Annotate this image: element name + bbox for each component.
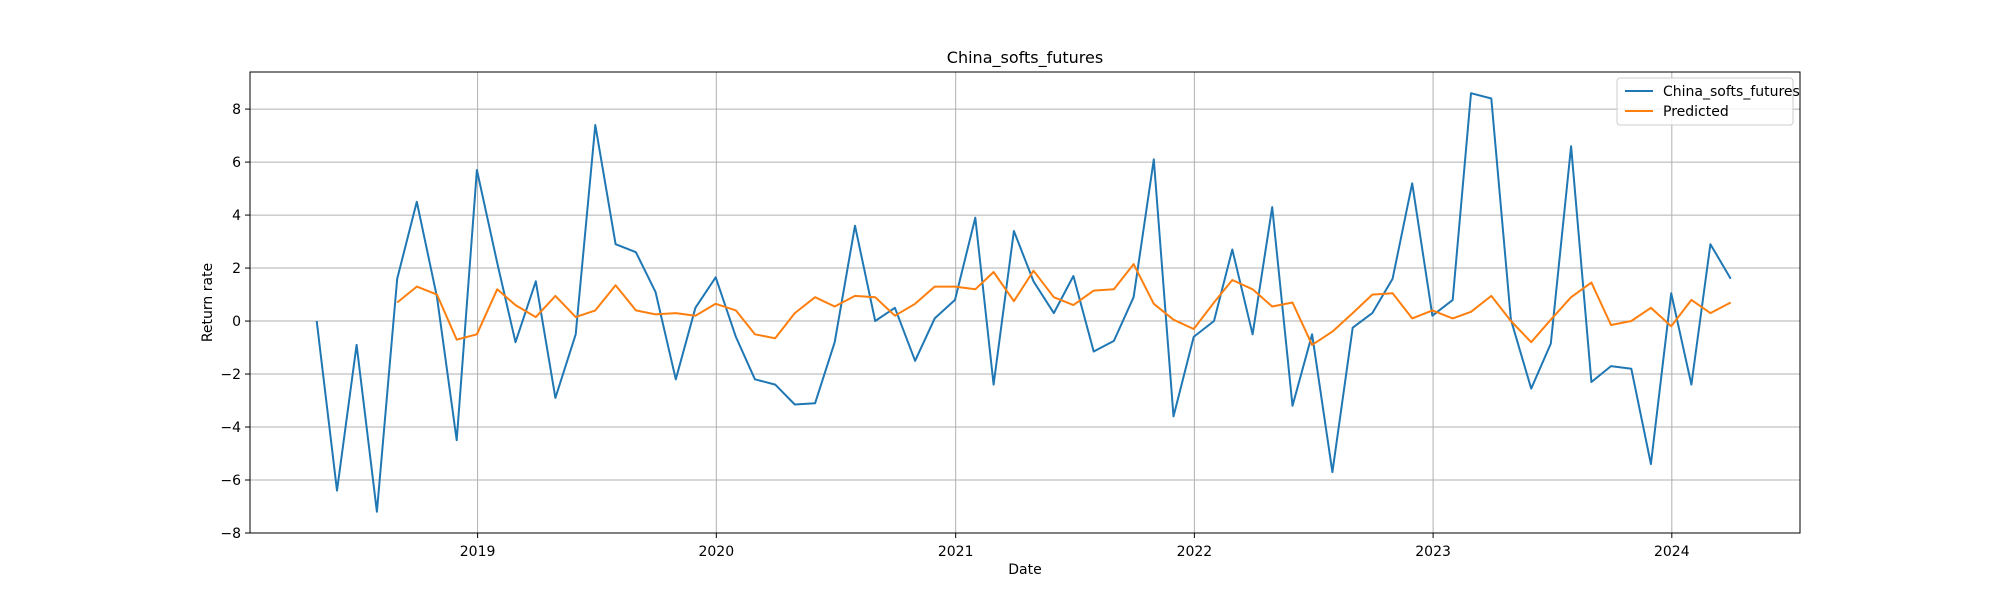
y-tick-label: 0	[232, 314, 241, 330]
y-tick-label: 6	[232, 155, 241, 171]
y-tick-label: −6	[220, 473, 241, 489]
y-tick-label: 4	[232, 208, 241, 224]
legend: China_softs_futures Predicted	[1616, 77, 1800, 126]
x-tick-label: 2020	[698, 544, 734, 560]
legend-box	[1616, 77, 1794, 126]
grid-lines	[250, 72, 1800, 534]
chart-title: China_softs_futures	[947, 48, 1103, 68]
x-tick-label: 2022	[1177, 544, 1213, 560]
y-tick-label: 2	[232, 261, 241, 277]
y-tick-label: 8	[232, 102, 241, 118]
x-axis-label: Date	[1008, 562, 1041, 578]
series-layer	[315, 92, 1732, 513]
y-tick-label: −8	[220, 526, 241, 542]
y-axis-label: Return rate	[200, 263, 216, 342]
y-tick-label: −4	[220, 420, 241, 436]
x-tick-label: 2019	[460, 544, 496, 560]
y-tick-label: −2	[220, 367, 241, 383]
series-line-china-softs-futures	[315, 92, 1732, 513]
series-line-predicted	[396, 263, 1732, 346]
legend-label-china-softs-futures: China_softs_futures	[1663, 84, 1800, 100]
x-tick-label: 2024	[1654, 544, 1690, 560]
legend-label-predicted: Predicted	[1663, 104, 1729, 120]
plot-frame	[249, 71, 1801, 534]
x-tick-label: 2021	[938, 544, 974, 560]
axis-ticks: −8 −6 −4 −2 0 2 4 6 8 2019 2020 2021 2022 2023 2024	[220, 102, 1689, 560]
x-tick-label: 2023	[1415, 544, 1451, 560]
